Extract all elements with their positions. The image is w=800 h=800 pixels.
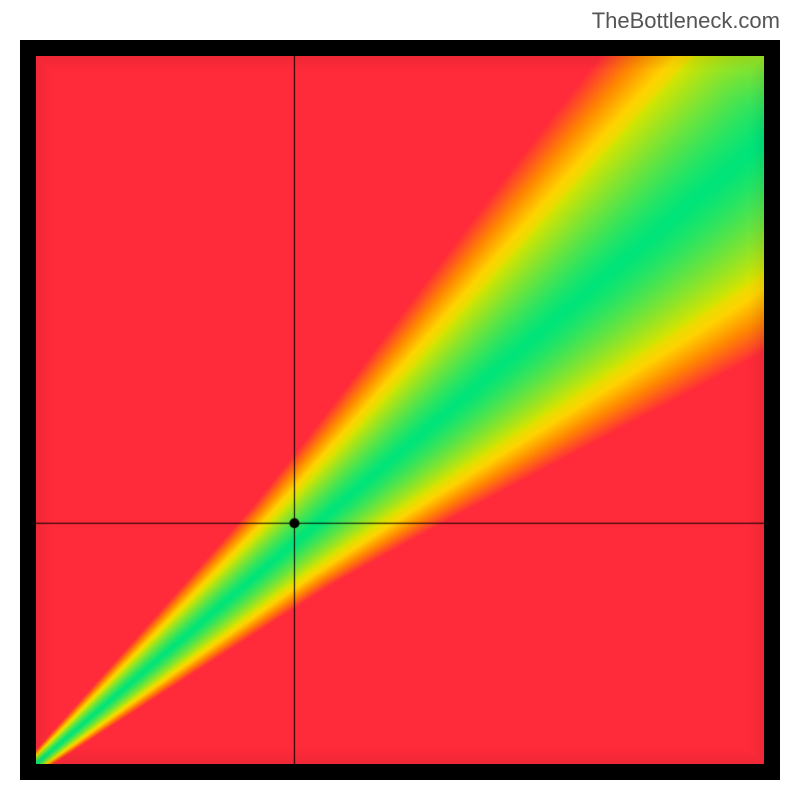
chart-container: TheBottleneck.com bbox=[0, 0, 800, 800]
watermark-text: TheBottleneck.com bbox=[592, 8, 780, 34]
heatmap-canvas bbox=[36, 56, 764, 764]
plot-frame bbox=[20, 40, 780, 780]
plot-area bbox=[36, 56, 764, 764]
